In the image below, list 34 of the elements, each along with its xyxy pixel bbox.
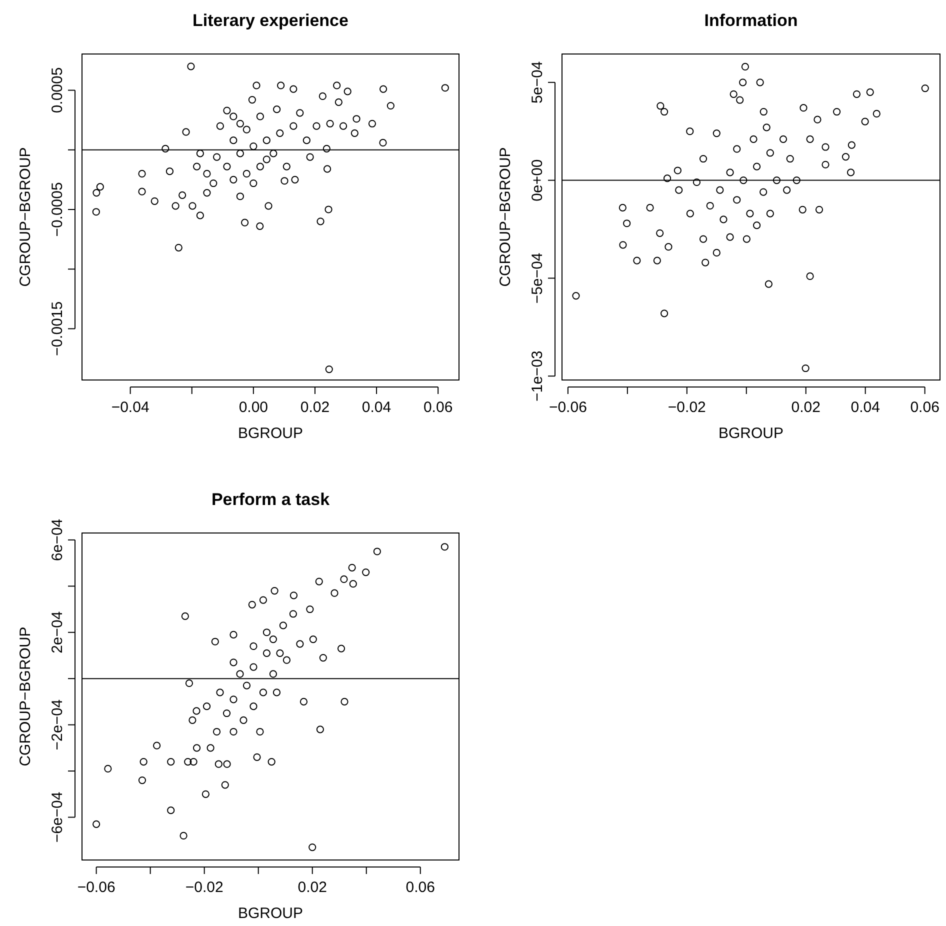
- chart-title: Literary experience: [192, 11, 348, 30]
- y-axis-title: CGROUP−BGROUP: [497, 147, 514, 287]
- x-tick-label: −0.02: [668, 399, 706, 416]
- chart-title: Perform a task: [211, 490, 330, 509]
- x-tick-label: −0.02: [185, 879, 224, 896]
- x-tick-label: −0.06: [548, 399, 587, 416]
- x-axis-title: BGROUP: [238, 905, 304, 922]
- x-tick-label: 0.06: [423, 399, 453, 416]
- x-axis-title: BGROUP: [718, 425, 784, 442]
- y-tick-label: −0.0005: [49, 182, 66, 237]
- x-tick-label: 0.02: [300, 399, 330, 416]
- y-tick-label: −0.0015: [49, 301, 66, 356]
- y-tick-label: 0e+00: [529, 159, 546, 202]
- y-tick-label: −6e−04: [49, 792, 66, 843]
- x-tick-label: −0.04: [111, 399, 150, 416]
- y-axis-title: CGROUP−BGROUP: [17, 626, 34, 766]
- x-axis-title: BGROUP: [238, 425, 304, 442]
- y-tick-label: −5e−04: [529, 252, 546, 304]
- x-tick-label: 0.06: [910, 399, 940, 416]
- y-tick-label: 5e−04: [529, 61, 546, 104]
- y-tick-label: −2e−04: [49, 699, 66, 750]
- x-tick-label: 0.02: [791, 399, 820, 416]
- x-tick-label: 0.04: [850, 399, 880, 416]
- x-tick-label: 0.02: [298, 879, 327, 896]
- x-tick-label: 0.00: [238, 399, 268, 416]
- y-axis-title: CGROUP−BGROUP: [17, 147, 34, 287]
- y-tick-label: −1e−03: [529, 350, 546, 402]
- x-tick-label: 0.06: [406, 879, 435, 896]
- y-tick-label: 2e−04: [49, 611, 66, 654]
- y-tick-label: 6e−04: [49, 518, 66, 562]
- x-tick-label: −0.06: [77, 879, 116, 896]
- x-tick-label: 0.04: [362, 399, 392, 416]
- y-tick-label: 0.0005: [49, 67, 66, 114]
- chart-title: Information: [704, 11, 798, 30]
